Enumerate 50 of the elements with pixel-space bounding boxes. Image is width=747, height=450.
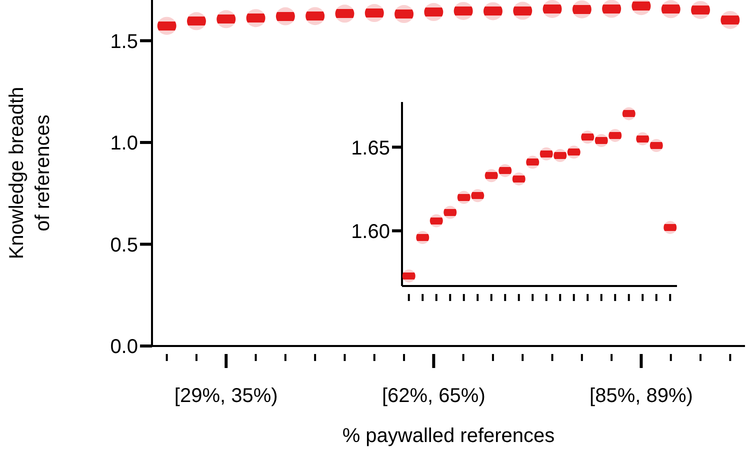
y-tick-label: 0.0 xyxy=(110,336,138,358)
point xyxy=(622,107,636,120)
point xyxy=(650,138,663,152)
point xyxy=(661,0,680,18)
y-tick-label: 0.5 xyxy=(110,234,138,256)
point xyxy=(416,230,430,244)
point xyxy=(554,149,567,162)
point xyxy=(246,9,266,28)
point xyxy=(335,4,354,23)
point xyxy=(483,2,502,20)
point xyxy=(572,0,592,18)
point xyxy=(471,189,484,202)
point xyxy=(457,190,470,204)
point xyxy=(608,128,622,142)
point xyxy=(394,5,414,24)
point xyxy=(540,147,553,160)
y-tick-label: 1.60 xyxy=(351,220,390,243)
x-tick-label: [85%, 89%) xyxy=(590,385,693,407)
point xyxy=(526,156,540,169)
point xyxy=(498,164,512,178)
y-axis-title: Knowledge breadth of references xyxy=(6,86,54,260)
point xyxy=(594,134,608,147)
point xyxy=(484,169,498,182)
point xyxy=(306,7,325,26)
point xyxy=(430,214,443,228)
point xyxy=(364,4,384,22)
point xyxy=(444,206,457,219)
point xyxy=(276,7,295,26)
point xyxy=(664,220,677,234)
point xyxy=(454,2,473,20)
point xyxy=(602,0,622,18)
x-axis-title: % paywalled references xyxy=(342,425,555,447)
y-tick-label: 1.5 xyxy=(110,30,138,53)
x-tick-label: [62%, 65%) xyxy=(382,385,486,407)
point xyxy=(186,12,206,30)
point xyxy=(157,16,176,35)
y-tick-label: 1.0 xyxy=(110,132,138,155)
point xyxy=(581,130,594,144)
point xyxy=(513,2,532,20)
y-tick-label: 1.65 xyxy=(351,137,390,160)
point xyxy=(542,0,562,18)
point xyxy=(691,0,710,19)
point xyxy=(512,172,526,186)
point xyxy=(402,269,416,282)
point xyxy=(216,10,236,28)
x-tick-label: [29%, 35%) xyxy=(174,385,278,407)
point xyxy=(636,132,650,146)
point xyxy=(424,3,444,22)
point xyxy=(567,146,580,159)
point xyxy=(720,10,740,29)
